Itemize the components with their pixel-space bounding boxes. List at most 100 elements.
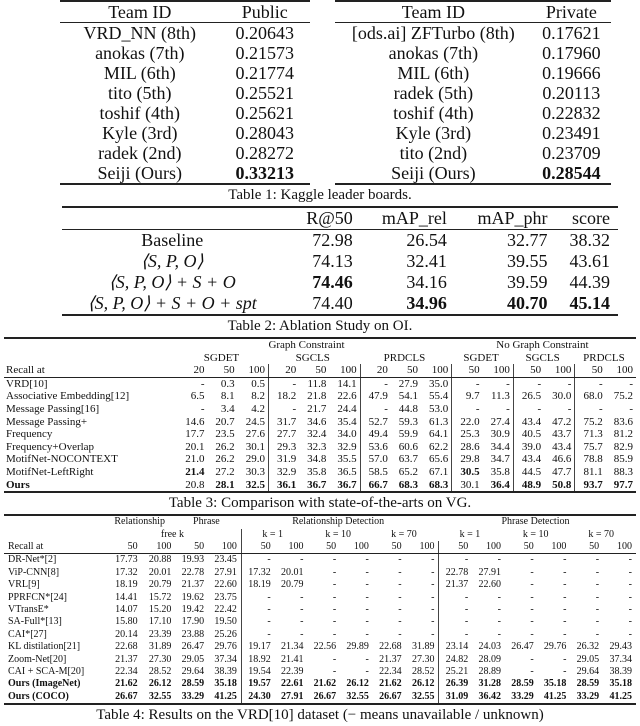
table-cell: - (530, 566, 534, 578)
table-cell: Baseline (141, 230, 204, 250)
table-cell: 21.37 (379, 653, 402, 665)
table-cell: 19.42 (181, 603, 205, 615)
table-cell: 26.39 (439, 678, 472, 690)
table-cell: 0.3 (220, 377, 235, 390)
table-cell: MIL (6th) (103, 63, 176, 83)
table-cell: 27.91 (275, 691, 308, 704)
bold-value: 50.8 (552, 478, 572, 491)
table-cell: 32.41 (406, 251, 447, 271)
column-header: 50 (451, 364, 483, 378)
table-cell: 41.25 (538, 691, 571, 704)
table-cell: Message Passing+ (6, 415, 88, 428)
table-cell: 65.2 (398, 465, 418, 478)
table-cell: - (595, 603, 600, 615)
table-cell: 81.2 (613, 428, 633, 441)
table-cell: 35.18 (538, 678, 571, 690)
bold-value: 68.3 (429, 478, 449, 491)
table-cell: 22.78 (181, 566, 205, 578)
group-header: Relationship Detection (292, 516, 385, 528)
bold-value: 32.55 (411, 690, 435, 702)
table-row: Message Passing[16] -3.4 4.2-21.7 24.4-44.8… (4, 402, 636, 416)
table-cell: - (595, 628, 600, 640)
table-cell: - (537, 377, 542, 390)
table-cell: 29.3 (276, 440, 297, 453)
table-cell: 20.79 (148, 579, 172, 591)
table-cell: 24.4 (329, 402, 361, 416)
table-cell: 18.2 (276, 390, 297, 403)
bold-value: 36.1 (276, 478, 297, 491)
table-row: anokas (7th) 0.21573 (60, 43, 310, 63)
table-cell: 21.7 (307, 402, 327, 415)
table-cell: - (530, 554, 534, 566)
table-cell: 22.34 (379, 666, 402, 677)
table-cell: 0.23491 (542, 123, 601, 143)
table-cell: - (464, 591, 469, 603)
table-cell: 61.3 (421, 415, 453, 429)
table-cell: - (292, 402, 297, 415)
header-row: Team ID Public (60, 1, 310, 23)
column-header: Team ID (335, 1, 532, 23)
table-cell: 25.21 (445, 666, 469, 677)
column-header: 50 (307, 540, 341, 555)
column-header: 50 (390, 364, 421, 378)
column-header: 50 (207, 364, 238, 378)
table-cell: Kyle (3rd) (102, 123, 178, 143)
table-cell: - (530, 591, 534, 603)
k-header: k = 10 (522, 528, 549, 540)
table1-private: Team ID Private [ods.ai] ZFTurbo (8th) 0.17… (335, 0, 611, 185)
table4-vrd-results: Relationship Phrase Relationship Detection… (4, 514, 636, 706)
table-cell: - (300, 616, 304, 628)
header-row: R@50 mAP_rel mAP_phr score (62, 207, 618, 230)
bold-value: 21.62 (379, 678, 402, 690)
table-cell: anokas (7th) (388, 43, 479, 63)
table-cell: 33.29 (505, 691, 538, 704)
table-cell: 29.8 (460, 453, 480, 466)
table-cell: 57.0 (368, 453, 388, 466)
table-cell: - (398, 603, 402, 615)
table-cell: 22.60 (478, 579, 501, 591)
table-cell: 36.4 (482, 478, 514, 493)
table-cell: 30.1 (237, 440, 269, 454)
table-cell: 26.67 (108, 691, 142, 704)
table-cell: 26.2 (215, 453, 235, 466)
table-cell: 20.7 (215, 415, 235, 428)
table-cell: 60.6 (398, 440, 418, 453)
header-row: Team ID Private (335, 1, 611, 23)
bold-value: 26.67 (115, 690, 138, 702)
column-header: 50 (107, 540, 142, 555)
table-cell: 19.17 (248, 641, 271, 653)
table-cell: 75.2 (583, 415, 603, 428)
bold-value: 36.4 (490, 478, 510, 491)
table-cell: - (595, 579, 600, 591)
table-cell: 27.6 (237, 428, 269, 441)
table-row: [ods.ai] ZFTurbo (8th) 0.17621 (335, 23, 611, 44)
table-cell: 66.7 (360, 479, 391, 493)
table-cell: - (464, 603, 469, 615)
table-row: MotifNet-NOCONTEXT 21.0 26.2 29.0 31.9 34.8 35… (4, 453, 636, 466)
table-cell: 20.79 (280, 579, 304, 591)
table-row: Seiji (Ours) 0.28544 (335, 163, 611, 184)
group-header: Phrase Detection (501, 516, 570, 528)
bold-value: 24.30 (248, 690, 271, 702)
task-header: PRDCLS (383, 351, 426, 364)
bold-value: 32.5 (245, 478, 265, 491)
table-cell: 24.82 (445, 653, 469, 665)
table-row: ⟨S, P, O⟩ + S + O + spt 74.40 34.96 40.70 45… (62, 293, 618, 315)
table-cell: - (628, 591, 632, 603)
table-cell: 36.7 (329, 478, 361, 493)
table-cell: 47.9 (368, 390, 388, 403)
table-cell: 27.91 (478, 566, 501, 578)
table-cell: 20.01 (148, 566, 172, 578)
group-header: No Graph Constraint (496, 339, 589, 351)
table-cell: 34.4 (482, 440, 514, 454)
bold-value: 68.3 (398, 478, 418, 491)
table-cell: [ods.ai] ZFTurbo (8th) (351, 23, 515, 43)
table-cell: 34.7 (482, 453, 514, 466)
column-header: 50 (438, 540, 473, 555)
table-cell: 26.47 (181, 641, 205, 653)
table-cell: - (563, 566, 567, 578)
table-row: radek (2nd) 0.28272 (60, 143, 310, 163)
table-cell: 21.34 (280, 641, 304, 653)
bold-value: 31.09 (445, 690, 469, 702)
table-cell: 40.70 (455, 293, 556, 315)
